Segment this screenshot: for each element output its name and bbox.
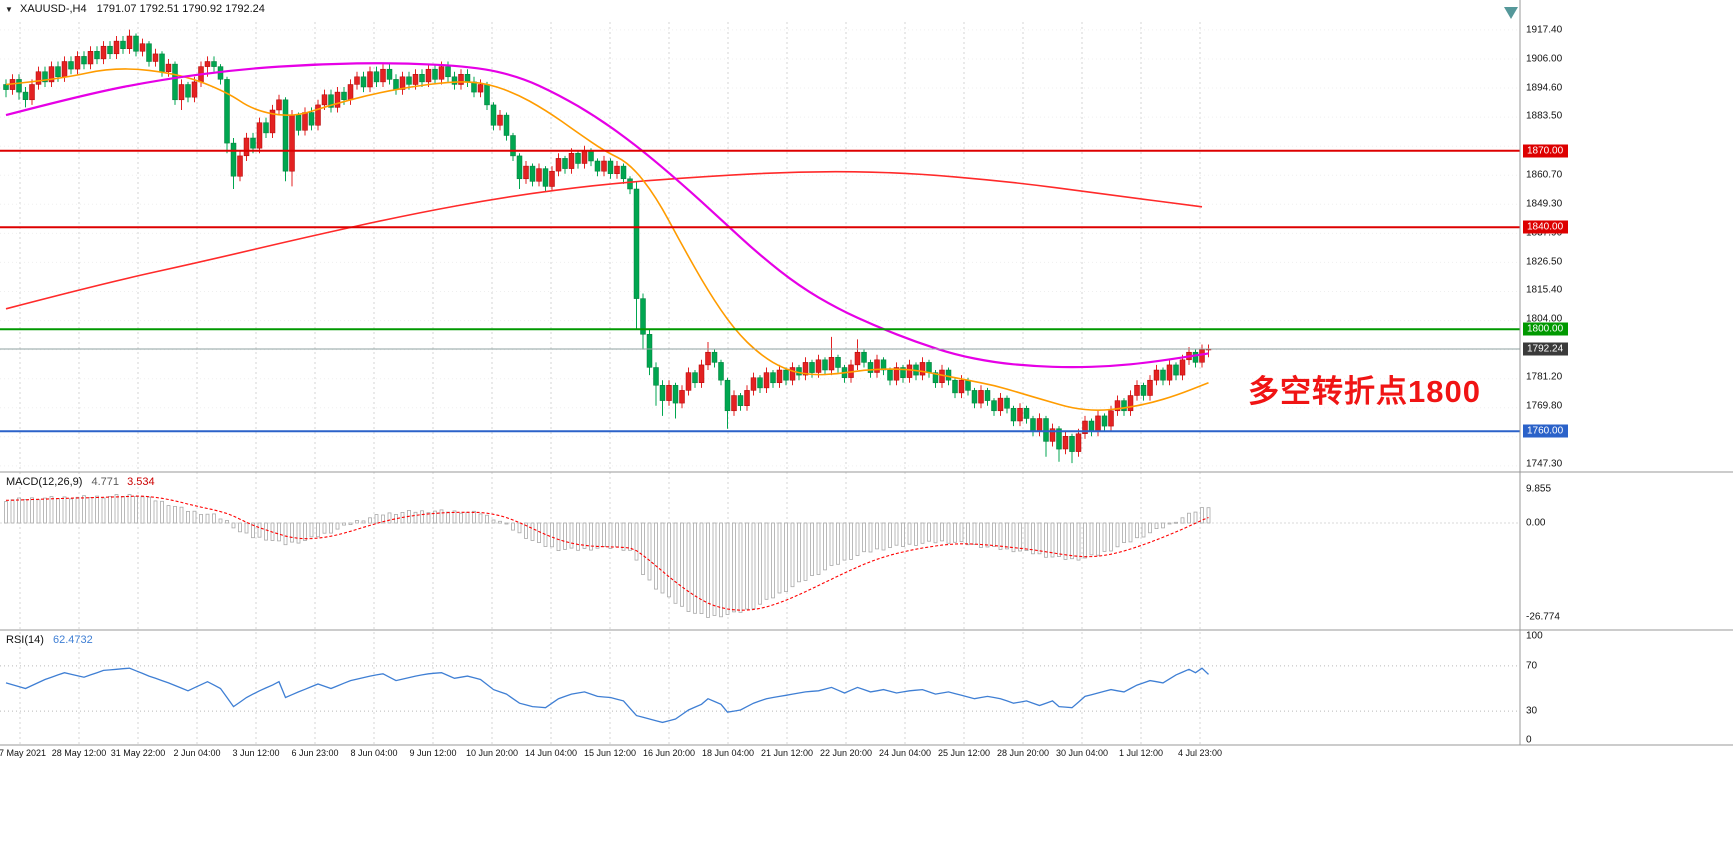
time-axis-label: 9 Jun 12:00 [409,748,457,758]
price-axis-label: 1815.40 [1526,284,1563,296]
time-axis-label: 1 Jul 12:00 [1118,748,1164,758]
chart-ohlc-values: 1791.07 1792.51 1790.92 1792.24 [96,3,265,15]
price-axis-label: 1769.80 [1526,400,1563,412]
time-axis-label: 24 Jun 04:00 [878,748,932,758]
time-axis-label: 15 Jun 12:00 [583,748,637,758]
macd-histogram [4,494,1211,618]
price-axis-label: 1906.00 [1526,53,1563,65]
price-axis-label: 1917.40 [1526,24,1563,36]
price-axis-label: 1826.50 [1526,256,1563,268]
price-axis-label: 1894.60 [1526,82,1563,94]
time-axis-label: 21 Jun 12:00 [760,748,814,758]
time-axis-label: 25 Jun 12:00 [937,748,991,758]
macd-axis-label: -26.774 [1526,611,1560,623]
ma-mid-magenta [5,62,1209,369]
rsi-axis-label: 30 [1526,705,1538,717]
price-badge: 1870.00 [1523,144,1569,158]
time-axis-label: 16 Jun 20:00 [642,748,696,758]
candles-layer[interactable] [3,29,1212,464]
rsi-axis-label: 70 [1526,660,1538,672]
price-badge: 1840.00 [1523,220,1569,234]
rsi-value: 62.4732 [52,634,93,646]
time-axis-label: 18 Jun 04:00 [701,748,755,758]
price-badge: 1800.00 [1523,322,1569,336]
time-axis-label: 30 Jun 04:00 [1055,748,1109,758]
macd-value-signal: 3.534 [127,476,155,488]
price-axis-label: 1860.70 [1526,169,1563,180]
time-axis-label: 8 Jun 04:00 [350,748,398,758]
ma-slow-red [5,170,1203,310]
rsi-name: RSI(14) [6,634,44,646]
macd-name: MACD(12,26,9) [6,476,83,488]
price-axis[interactable]: 1917.40 1906.00 1894.60 1883.50 1860.70 1849.… [1522,0,1732,745]
rsi-indicator-label: RSI(14) 62.4732 [6,634,93,646]
macd-signal-line [5,495,1209,611]
time-axis-label: 3 Jun 12:00 [232,748,280,758]
time-axis-label: 14 Jun 04:00 [524,748,578,758]
time-axis-label: 22 Jun 20:00 [819,748,873,758]
time-axis-label: 31 May 22:00 [110,748,166,758]
macd-indicator-label: MACD(12,26,9) 4.771 3.534 [6,476,155,488]
macd-axis-label: 9.855 [1526,483,1552,494]
price-badge: 1760.00 [1523,424,1569,438]
time-axis-label: 2 Jun 04:00 [173,748,221,758]
time-axis-label: 28 May 12:00 [51,748,107,758]
ma-fast-orange [5,68,1209,411]
macd-axis-label: 0.00 [1526,517,1546,529]
price-axis-label: 1747.30 [1526,458,1563,470]
grid-vertical [19,22,1201,745]
rsi-line [5,667,1209,724]
price-axis-label: 1849.30 [1526,198,1563,209]
scroll-to-end-icon[interactable] [1504,7,1518,19]
annotation-text[interactable]: 多空转折点1800 [1248,374,1481,409]
time-axis-label: 27 May 2021 [0,748,47,758]
chart-symbol-period: XAUUSD-,H4 [19,3,87,15]
rsi-axis-label: 0 [1526,734,1532,746]
time-axis-label: 4 Jul 23:00 [1177,748,1223,758]
chart-title: ▼ XAUUSD-,H4 1791.07 1792.51 1790.92 179… [5,3,265,15]
time-axis-label: 10 Jun 20:00 [465,748,519,758]
time-axis-label: 6 Jun 23:00 [291,748,339,758]
price-axis-label: 1804.00 [1526,313,1563,325]
time-axis-label: 28 Jun 20:00 [996,748,1050,758]
macd-value-main: 4.771 [91,476,120,488]
collapse-icon[interactable]: ▼ [5,5,13,14]
price-axis-label: 1883.50 [1526,110,1563,122]
price-badge: 1792.24 [1523,342,1569,356]
price-axis-label: 1781.20 [1526,371,1563,383]
rsi-axis-label: 100 [1526,630,1543,642]
